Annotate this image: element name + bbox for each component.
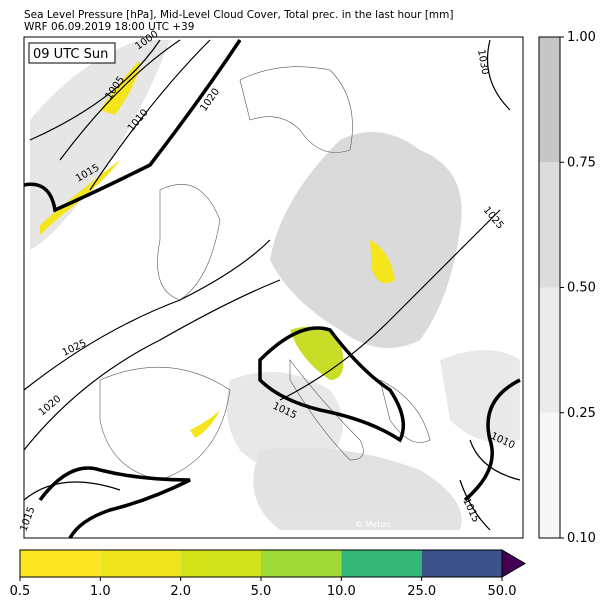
map: 1000 1005 1010 1015 1020 1030 1025 1025 … bbox=[18, 29, 524, 539]
colorbar-segment bbox=[539, 412, 560, 538]
colorbar-label: 25.0 bbox=[407, 584, 436, 599]
cloud-colorbar: 0.10 0.25 0.50 0.75 1.00 bbox=[538, 30, 596, 546]
colorbar-label: 5.0 bbox=[251, 584, 272, 599]
colorbar-label: 1.00 bbox=[567, 30, 596, 45]
subtitle: WRF 06.09.2019 18:00 UTC +39 bbox=[24, 21, 194, 33]
colorbar-segment bbox=[539, 287, 560, 413]
title: Sea Level Pressure [hPa], Mid-Level Clou… bbox=[24, 9, 454, 21]
colorbar-segment bbox=[539, 162, 560, 288]
time-label: 09 UTC Sun bbox=[33, 47, 108, 62]
colorbar-segment bbox=[341, 550, 422, 577]
colorbar-segment bbox=[261, 550, 342, 577]
colorbar-segment bbox=[100, 550, 181, 577]
cloud-cover bbox=[30, 40, 520, 530]
colorbar-label: 10.0 bbox=[327, 584, 356, 599]
isobar-1015 bbox=[23, 39, 521, 539]
colorbar-label: 2.0 bbox=[170, 584, 191, 599]
colorbar-segment bbox=[20, 550, 101, 577]
colorbar-label: 0.10 bbox=[567, 531, 596, 546]
colorbar-label: 0.5 bbox=[10, 584, 31, 599]
precip-colorbar: 0.5 1.0 2.0 5.0 10.0 25.0 50.0 bbox=[10, 549, 526, 599]
colorbar-segment bbox=[421, 550, 502, 577]
watermark: © Meteo bbox=[355, 520, 390, 529]
isobars bbox=[23, 39, 521, 531]
coastlines bbox=[99, 66, 431, 481]
colorbar-label: 0.75 bbox=[567, 155, 596, 170]
colorbar-segment bbox=[539, 37, 560, 163]
colorbar-label: 0.50 bbox=[567, 281, 596, 296]
colorbar-label: 50.0 bbox=[488, 584, 517, 599]
map-frame bbox=[23, 36, 524, 539]
colorbar-extend bbox=[501, 549, 526, 578]
isobar-label: 1030 bbox=[475, 49, 490, 76]
time-box bbox=[28, 42, 116, 64]
colorbar-segment bbox=[180, 550, 261, 577]
colorbar-label: 1.0 bbox=[90, 584, 111, 599]
colorbar-label: 0.25 bbox=[567, 406, 596, 421]
